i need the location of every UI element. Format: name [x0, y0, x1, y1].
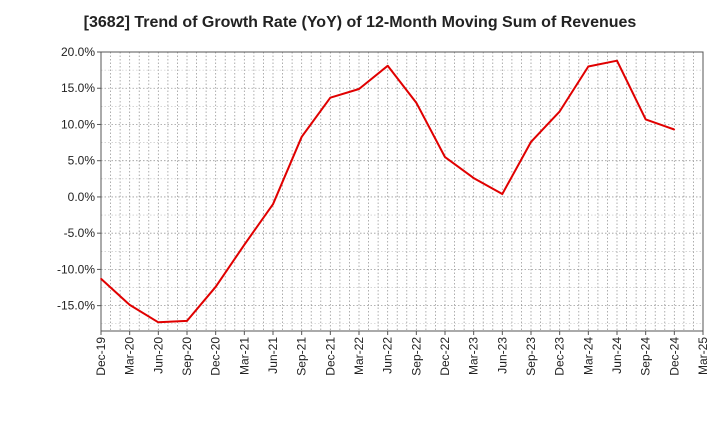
x-tick-label: Mar-23 [467, 337, 481, 375]
data-point [128, 304, 131, 306]
data-point [616, 59, 618, 62]
data-point [186, 320, 188, 322]
x-tick-label: Dec-23 [553, 337, 567, 376]
data-point [444, 156, 446, 158]
data-point [100, 278, 102, 280]
plot-frame [100, 51, 704, 332]
x-tick-label: Dec-21 [323, 337, 337, 376]
x-tick-label: Dec-20 [209, 337, 223, 376]
data-point [501, 193, 504, 195]
data-point [673, 128, 676, 131]
data-point [243, 243, 246, 246]
y-tick-label: 15.0% [61, 81, 95, 95]
data-point [358, 88, 360, 90]
y-tick-label: -5.0% [64, 226, 96, 240]
data-point [214, 285, 217, 288]
y-tick-label: 0.0% [68, 190, 96, 204]
x-tick-label: Sep-24 [639, 337, 653, 376]
x-tick-label: Mar-20 [123, 337, 137, 375]
data-point [558, 110, 561, 113]
x-tick-label: Mar-24 [581, 337, 595, 375]
x-tick-label: Jun-21 [266, 337, 280, 374]
x-tick-label: Jun-24 [610, 337, 624, 374]
data-point [272, 203, 274, 205]
data-point [587, 65, 590, 68]
x-tick-label: Sep-20 [180, 337, 194, 376]
y-tick-label: 5.0% [68, 154, 96, 168]
data-point [644, 118, 647, 121]
y-tick-label: 10.0% [61, 117, 95, 131]
data-point [157, 321, 160, 324]
chart-title: [3682] Trend of Growth Rate (YoY) of 12-… [83, 14, 637, 31]
y-tick-label: 20.0% [61, 45, 95, 59]
x-tick-label: Sep-22 [409, 337, 423, 376]
x-tick-label: Mar-21 [237, 337, 251, 375]
x-tick-label: Mar-22 [352, 337, 366, 375]
x-tick-label: Sep-21 [295, 337, 309, 376]
x-tick-label: Sep-23 [524, 337, 538, 376]
x-tick-label: Dec-22 [438, 337, 452, 376]
x-tick-label: Mar-25 [696, 337, 710, 375]
x-tick-label: Jun-23 [495, 337, 509, 374]
data-point [386, 64, 389, 67]
data-point [415, 101, 418, 104]
data-point [329, 96, 332, 99]
x-tick-label: Dec-24 [667, 337, 681, 376]
data-point [472, 177, 475, 179]
plot-area [101, 52, 703, 331]
y-tick-label: -15.0% [57, 299, 95, 313]
x-tick-label: Jun-22 [381, 337, 395, 374]
x-tick-label: Jun-20 [151, 337, 165, 374]
data-point [530, 141, 532, 143]
x-tick-label: Dec-19 [94, 337, 108, 376]
y-tick-label: -10.0% [57, 262, 95, 276]
data-point [300, 135, 303, 138]
